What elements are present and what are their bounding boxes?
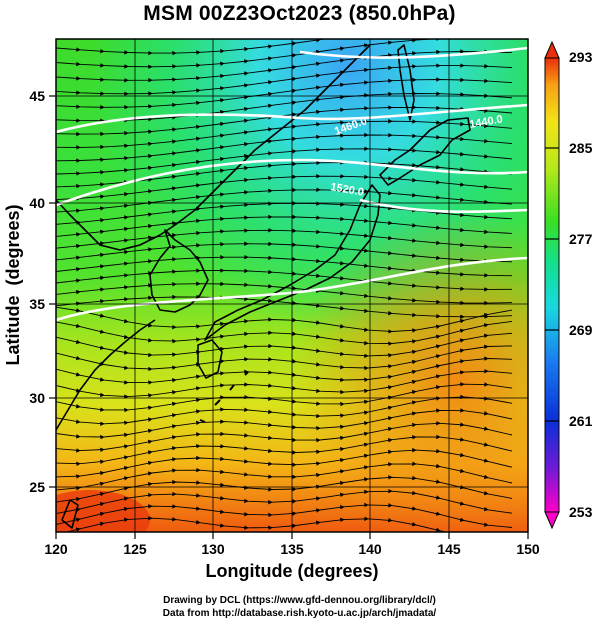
colorbar-label-285: 285 bbox=[569, 140, 593, 156]
taiwan-coast bbox=[61, 499, 79, 529]
wind-streamlines bbox=[56, 39, 513, 532]
y-tick-25: 25 bbox=[29, 479, 45, 495]
kyushu-coast bbox=[197, 339, 223, 379]
tick-marks bbox=[49, 95, 529, 539]
x-tick-150: 150 bbox=[516, 541, 540, 557]
streamline bbox=[65, 515, 489, 532]
y-axis-title: Latitude (degrees) bbox=[3, 204, 23, 365]
ryukyu-islands bbox=[199, 371, 249, 423]
x-tick-140: 140 bbox=[358, 541, 382, 557]
map-title: MSM 00Z23Oct2023 (850.0hPa) bbox=[143, 2, 456, 25]
colorbar: 293 285 277 269 261 253 bbox=[544, 40, 593, 530]
colorbar-label-277: 277 bbox=[569, 231, 593, 247]
honshu-coast bbox=[204, 184, 381, 341]
y-tick-40: 40 bbox=[29, 195, 45, 211]
hokkaido-coast bbox=[379, 117, 471, 186]
contour-label-3: 1440.0 bbox=[468, 113, 503, 131]
y-tick-35: 35 bbox=[29, 296, 45, 312]
colorbar-label-269: 269 bbox=[569, 322, 593, 338]
colorbar-bottom-arrow bbox=[544, 511, 560, 530]
height-contours bbox=[56, 46, 528, 322]
x-tick-145: 145 bbox=[437, 541, 461, 557]
china-coast bbox=[56, 319, 156, 431]
colorbar-label-293: 293 bbox=[569, 49, 593, 65]
x-tick-labels: 120 125 130 135 140 145 150 bbox=[44, 541, 540, 557]
x-tick-120: 120 bbox=[44, 541, 68, 557]
contour-label-2: 1520.0 bbox=[329, 181, 364, 199]
colorbar-scale bbox=[544, 57, 560, 513]
y-tick-labels: 45 40 35 30 25 bbox=[29, 88, 45, 495]
x-tick-135: 135 bbox=[280, 541, 304, 557]
asia-mainland-coast bbox=[56, 44, 371, 251]
colorbar-label-261: 261 bbox=[569, 413, 593, 429]
colorbar-label-253: 253 bbox=[569, 504, 593, 520]
coastlines bbox=[56, 44, 471, 529]
streamline bbox=[56, 488, 513, 515]
data-source-credit: Data from http://database.rish.kyoto-u.a… bbox=[162, 608, 437, 619]
x-tick-130: 130 bbox=[201, 541, 225, 557]
drawing-credit: Drawing by DCL (https://www.gfd-dennou.o… bbox=[163, 595, 436, 606]
lat-lon-grid bbox=[56, 39, 528, 532]
streamline bbox=[56, 502, 513, 528]
x-tick-125: 125 bbox=[123, 541, 147, 557]
x-axis-title: Longitude (degrees) bbox=[205, 561, 378, 581]
korea-coast bbox=[149, 229, 209, 313]
sakhalin-coast bbox=[397, 44, 415, 121]
y-tick-45: 45 bbox=[29, 88, 45, 104]
y-tick-30: 30 bbox=[29, 390, 45, 406]
colorbar-top-arrow bbox=[544, 40, 560, 59]
